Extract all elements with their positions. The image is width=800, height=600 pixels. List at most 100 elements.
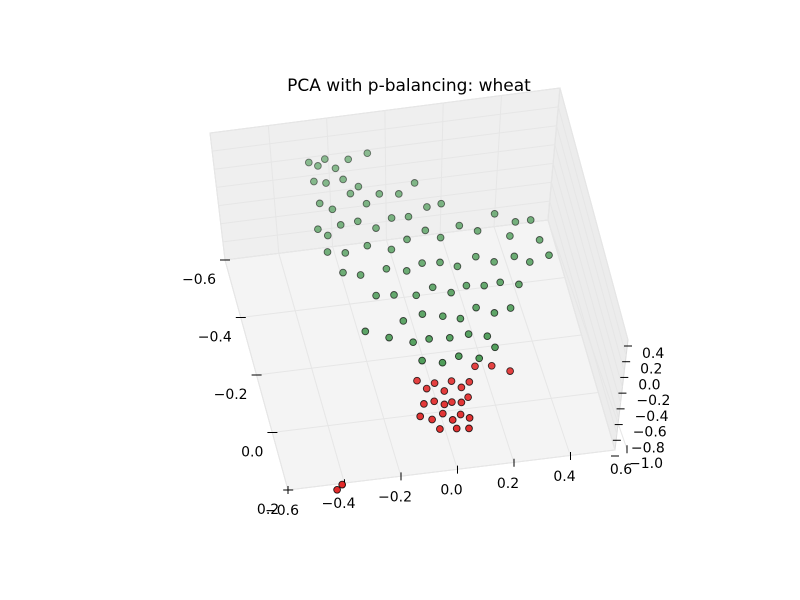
data-point-green bbox=[404, 212, 413, 221]
x-tick-label: −0.2 bbox=[378, 489, 412, 505]
data-point-green bbox=[454, 352, 463, 361]
data-point-green bbox=[341, 249, 350, 257]
data-point-green bbox=[472, 303, 480, 312]
z-tick-label: −0.2 bbox=[636, 393, 670, 409]
data-point-red bbox=[465, 424, 473, 433]
y-axis: −0.6 −0.4 −0.2 0.0 0.2 bbox=[182, 259, 294, 518]
data-point-green bbox=[425, 335, 433, 343]
data-point-red bbox=[471, 362, 479, 371]
grid-line-z-back bbox=[218, 162, 554, 207]
y-tick-label: −0.4 bbox=[198, 330, 232, 346]
data-point-red bbox=[464, 393, 472, 402]
data-point-green bbox=[403, 235, 411, 244]
data-point-red bbox=[456, 410, 465, 419]
y-tick-label: −0.2 bbox=[214, 387, 248, 403]
data-point-green bbox=[387, 245, 396, 254]
data-point-red bbox=[448, 416, 457, 424]
data-point-green bbox=[320, 155, 329, 163]
data-point-green bbox=[545, 251, 553, 260]
data-point-red bbox=[447, 377, 456, 385]
data-point-green bbox=[475, 354, 484, 363]
data-point-green bbox=[515, 280, 523, 289]
grid-line-z bbox=[559, 87, 629, 341]
data-point-green bbox=[362, 199, 371, 208]
data-point-green bbox=[438, 312, 447, 321]
z-tick-label: 0.0 bbox=[638, 377, 660, 393]
data-point-green bbox=[353, 217, 362, 226]
data-point-green bbox=[491, 343, 499, 352]
grid-line-z-back bbox=[214, 125, 557, 170]
grid-line-z bbox=[554, 144, 623, 388]
data-point-green bbox=[339, 268, 347, 277]
grid-line-z bbox=[556, 125, 625, 372]
data-point-green bbox=[428, 283, 437, 292]
data-point-red bbox=[452, 424, 461, 433]
data-point-green bbox=[456, 314, 465, 323]
grid-line-y bbox=[256, 334, 582, 376]
data-point-red bbox=[457, 383, 466, 392]
data-point-green bbox=[323, 248, 332, 256]
data-point-green bbox=[436, 233, 445, 242]
data-point-red bbox=[428, 415, 436, 424]
data-point-green bbox=[445, 333, 454, 342]
data-point-green bbox=[526, 216, 535, 224]
grid-line-z-back bbox=[224, 219, 549, 261]
data-point-green bbox=[323, 231, 332, 240]
grid-line-z bbox=[557, 106, 627, 356]
data-point-green bbox=[336, 221, 345, 229]
y-tick-label: 0.0 bbox=[241, 445, 263, 461]
data-point-green bbox=[490, 258, 498, 266]
data-point-green bbox=[339, 175, 347, 184]
data-point-green bbox=[506, 304, 515, 312]
x-tick-label: 0.4 bbox=[553, 469, 575, 485]
grid-line-z-back bbox=[220, 181, 552, 225]
data-point-green bbox=[372, 224, 380, 232]
data-point-green bbox=[346, 189, 355, 198]
data-point-green bbox=[535, 236, 544, 244]
z-tick-label: 0.4 bbox=[642, 346, 664, 362]
data-point-green bbox=[421, 226, 430, 235]
data-point-green bbox=[402, 267, 411, 275]
grid-line-y bbox=[272, 392, 599, 433]
data-point-green bbox=[385, 333, 393, 342]
data-point-green bbox=[314, 225, 322, 234]
data-point-green bbox=[490, 209, 499, 218]
grid-line-x-back bbox=[267, 125, 280, 254]
data-point-green bbox=[471, 252, 480, 261]
data-point-red bbox=[430, 379, 439, 387]
z-tick-label: −0.4 bbox=[635, 409, 669, 425]
grid-line-x-back bbox=[439, 102, 444, 234]
data-point-green bbox=[447, 288, 455, 297]
grid-line-z bbox=[552, 163, 622, 403]
data-point-green bbox=[483, 332, 492, 341]
data-point-red bbox=[457, 398, 466, 407]
data-point-red bbox=[333, 485, 341, 494]
x-axis: −0.6 −0.4 −0.2 0.0 0.2 0.4 0.6 bbox=[265, 445, 632, 519]
data-point-red bbox=[413, 376, 421, 385]
data-point-green bbox=[455, 221, 464, 230]
data-point-red bbox=[416, 412, 425, 421]
data-point-green bbox=[310, 177, 318, 186]
data-point-green bbox=[344, 155, 353, 164]
data-point-green bbox=[304, 158, 313, 167]
data-point-green bbox=[480, 281, 489, 290]
grid-line-x bbox=[547, 219, 628, 450]
grid-line-x-back bbox=[209, 132, 226, 261]
data-point-green bbox=[418, 356, 426, 365]
chart-title: PCA with p-balancing: wheat bbox=[287, 76, 531, 96]
data-point-green bbox=[473, 227, 482, 235]
data-point-green bbox=[390, 291, 398, 299]
data-point-red bbox=[465, 378, 474, 386]
data-point-green bbox=[409, 338, 417, 347]
data-point-green bbox=[382, 264, 391, 273]
data-point-green bbox=[328, 205, 337, 214]
data-point-green bbox=[363, 241, 372, 250]
data-point-green bbox=[399, 317, 408, 325]
grid-line-z-back bbox=[212, 106, 559, 152]
grid-line-x-back bbox=[493, 95, 502, 227]
data-point-green bbox=[331, 164, 340, 173]
z-tick-label: −0.8 bbox=[631, 440, 665, 456]
data-point-green bbox=[437, 199, 446, 208]
data-point-green bbox=[387, 214, 396, 222]
